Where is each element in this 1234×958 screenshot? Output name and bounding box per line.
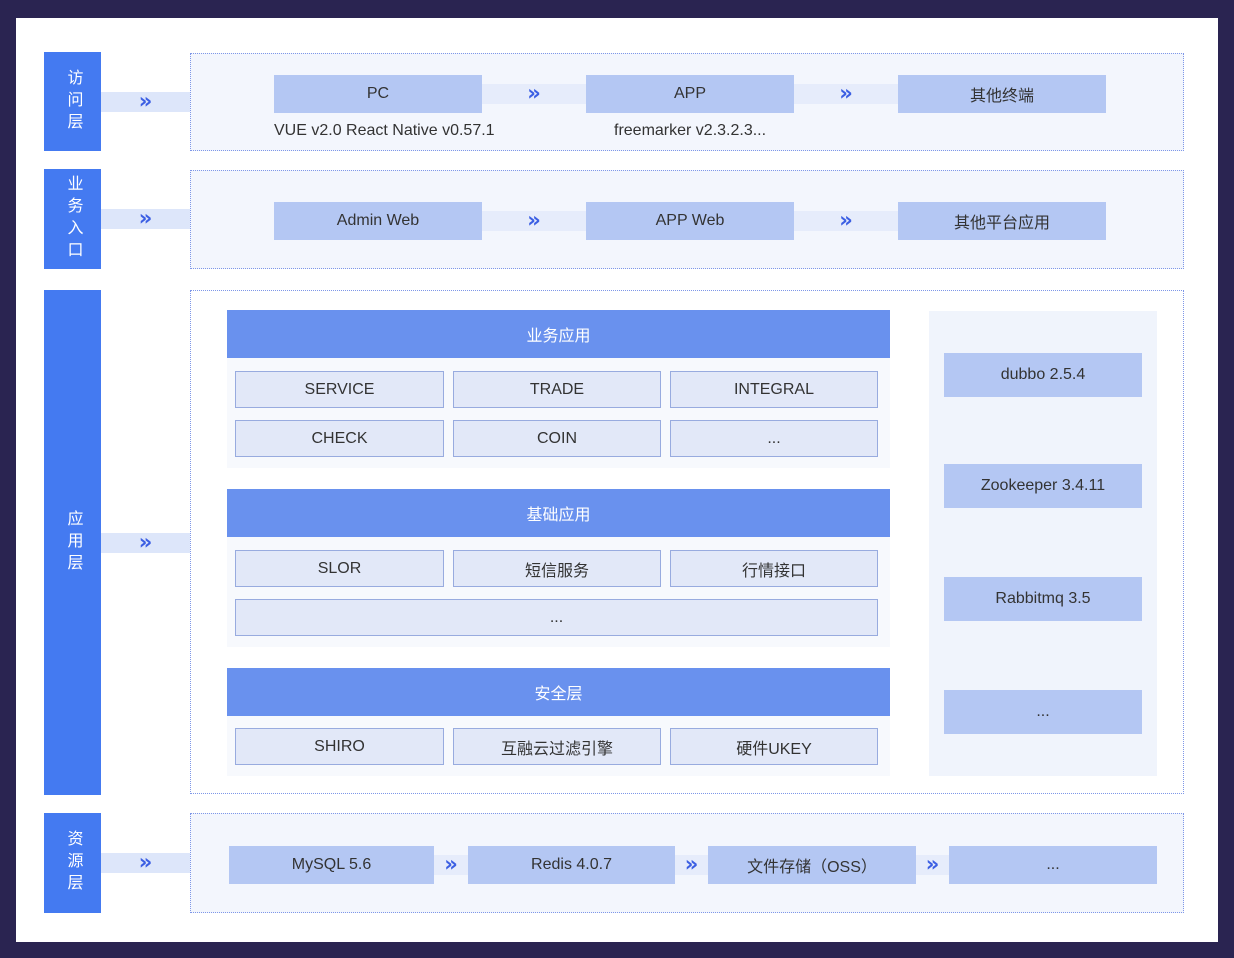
- business-item-trade: TRADE: [453, 371, 661, 408]
- access-gap-2: »: [794, 80, 898, 105]
- business-item-integral: INTEGRAL: [670, 371, 878, 408]
- app-layer-label-text: 应用层: [64, 509, 82, 576]
- entry-gap-2: »: [794, 207, 898, 232]
- business-item-coin: COIN: [453, 420, 661, 457]
- entry-box-admin-web: Admin Web: [274, 202, 482, 240]
- business-item-more: ...: [670, 420, 878, 457]
- resource-box-mysql: MySQL 5.6: [229, 846, 434, 884]
- entry-layer-label-text: 业务入口: [64, 175, 82, 263]
- app-layer-panel: 业务应用 SERVICE TRADE INTEGRAL CHECK COIN .…: [190, 290, 1184, 794]
- chevron-right-icon: »: [138, 205, 153, 230]
- entry-layer-panel: Admin Web » APP Web » 其他平台应用: [190, 170, 1184, 269]
- access-layer-label-text: 访问层: [64, 68, 82, 135]
- chevron-right-icon: »: [444, 851, 458, 876]
- chevron-right-icon: »: [684, 851, 699, 876]
- security-item-shiro: SHIRO: [235, 728, 444, 765]
- resource-box-oss: 文件存储（OSS）: [708, 846, 916, 884]
- middleware-box-more: ...: [944, 690, 1142, 734]
- resource-gap-3: »: [916, 851, 949, 876]
- resource-gap-1: »: [434, 851, 468, 876]
- entry-box-app-web: APP Web: [586, 202, 794, 240]
- security-item-filter-engine: 互融云过滤引擎: [453, 728, 661, 765]
- middleware-box-zookeeper: Zookeeper 3.4.11: [944, 464, 1142, 508]
- entry-layer-connector: »: [101, 205, 190, 230]
- basic-item-more: ...: [235, 599, 878, 636]
- entry-gap-1: »: [482, 207, 586, 232]
- chevron-right-icon: »: [527, 80, 541, 105]
- middleware-box-dubbo: dubbo 2.5.4: [944, 353, 1142, 397]
- access-layer-label: 访问层: [44, 52, 101, 151]
- basic-app-group-header: 基础应用: [227, 489, 890, 537]
- middleware-box-rabbitmq: Rabbitmq 3.5: [944, 577, 1142, 621]
- app-layer-label: 应用层: [44, 290, 101, 795]
- resource-box-more: ...: [949, 846, 1157, 884]
- chevron-right-icon: »: [138, 88, 153, 113]
- security-item-ukey: 硬件UKEY: [670, 728, 878, 765]
- access-subtext-web: VUE v2.0 React Native v0.57.1: [274, 122, 495, 139]
- resource-layer-label: 资源层: [44, 813, 101, 913]
- app-layer-connector: »: [101, 529, 190, 554]
- basic-item-slor: SLOR: [235, 550, 444, 587]
- security-group: 安全层 SHIRO 互融云过滤引擎 硬件UKEY: [227, 668, 890, 776]
- chevron-right-icon: »: [925, 851, 940, 876]
- middleware-panel: dubbo 2.5.4 Zookeeper 3.4.11 Rabbitmq 3.…: [929, 311, 1157, 776]
- resource-layer-panel: MySQL 5.6 » Redis 4.0.7 » 文件存储（OSS） » ..…: [190, 813, 1184, 913]
- access-box-other-terminal: 其他终端: [898, 75, 1106, 113]
- access-layer-connector: »: [101, 88, 190, 113]
- resource-box-redis: Redis 4.0.7: [468, 846, 675, 884]
- access-gap-1: »: [482, 80, 586, 105]
- entry-box-other-platform: 其他平台应用: [898, 202, 1106, 240]
- business-app-group-header: 业务应用: [227, 310, 890, 358]
- business-item-service: SERVICE: [235, 371, 444, 408]
- basic-app-group: 基础应用 SLOR 短信服务 行情接口 ...: [227, 489, 890, 647]
- chevron-right-icon: »: [138, 849, 153, 874]
- security-group-header: 安全层: [227, 668, 890, 716]
- resource-layer-connector: »: [101, 849, 190, 874]
- resource-gap-2: »: [675, 851, 708, 876]
- chevron-right-icon: »: [839, 207, 853, 232]
- entry-layer-label: 业务入口: [44, 169, 101, 269]
- basic-item-market: 行情接口: [670, 550, 878, 587]
- chevron-right-icon: »: [839, 80, 853, 105]
- access-layer-panel: PC » APP » 其他终端 VUE v2.0 React Native v0…: [190, 53, 1184, 151]
- business-app-group: 业务应用 SERVICE TRADE INTEGRAL CHECK COIN .…: [227, 310, 890, 468]
- chevron-right-icon: »: [527, 207, 541, 232]
- business-item-check: CHECK: [235, 420, 444, 457]
- access-box-app: APP: [586, 75, 794, 113]
- resource-layer-label-text: 资源层: [64, 830, 82, 896]
- chevron-right-icon: »: [138, 529, 153, 554]
- basic-item-sms: 短信服务: [453, 550, 661, 587]
- access-subtext-freemarker: freemarker v2.3.2.3...: [614, 122, 767, 139]
- access-box-pc: PC: [274, 75, 482, 113]
